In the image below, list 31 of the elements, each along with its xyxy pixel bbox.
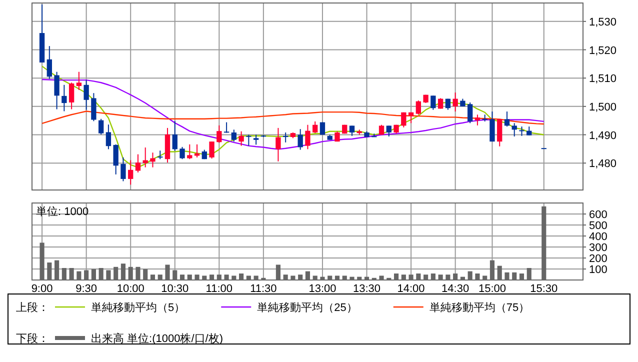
x-tick-label: 9:30 (76, 283, 98, 295)
x-tick-label: 14:30 (442, 283, 470, 295)
y-tick-label: 100 (589, 264, 608, 276)
annotation: 単位: 1000 (36, 206, 89, 218)
legend-title: 上段： (16, 301, 49, 314)
x-tick-label: 14:00 (397, 283, 425, 295)
x-tick-label: 10:00 (116, 283, 144, 295)
x-tick-label: 15:00 (478, 283, 506, 295)
y-tick-label: 500 (589, 220, 608, 232)
y-tick-label: 1,490 (589, 130, 617, 142)
legend-label: 単純移動平均（75） (429, 302, 530, 314)
y-tick-label: 1,510 (589, 73, 617, 86)
legend-label: 単純移動平均（5） (91, 302, 186, 314)
y-tick-label: 200 (589, 253, 608, 265)
x-tick-label: 11:00 (206, 283, 233, 295)
x-tick-label: 13:00 (308, 283, 336, 295)
x-tick-label: 10:30 (161, 283, 189, 295)
x-tick-label: 9:00 (31, 283, 53, 295)
y-tick-label: 1,530 (589, 16, 617, 28)
x-tick-label: 11:30 (250, 283, 277, 295)
legend-title: 下段： (16, 333, 49, 345)
y-tick-label: 1,500 (589, 101, 617, 114)
y-tick-label: 400 (589, 231, 608, 243)
y-tick-label: 600 (589, 209, 608, 221)
y-tick-label: 1,480 (589, 158, 617, 170)
legend-label: 単純移動平均（25） (257, 302, 358, 314)
x-tick-label: 13:30 (352, 283, 381, 295)
legend-label: 出来高 単位:(1000株/口/枚) (91, 332, 224, 345)
y-tick-label: 1,520 (589, 44, 617, 57)
x-tick-label: 15:30 (530, 283, 558, 295)
y-tick-label: 300 (589, 242, 608, 254)
